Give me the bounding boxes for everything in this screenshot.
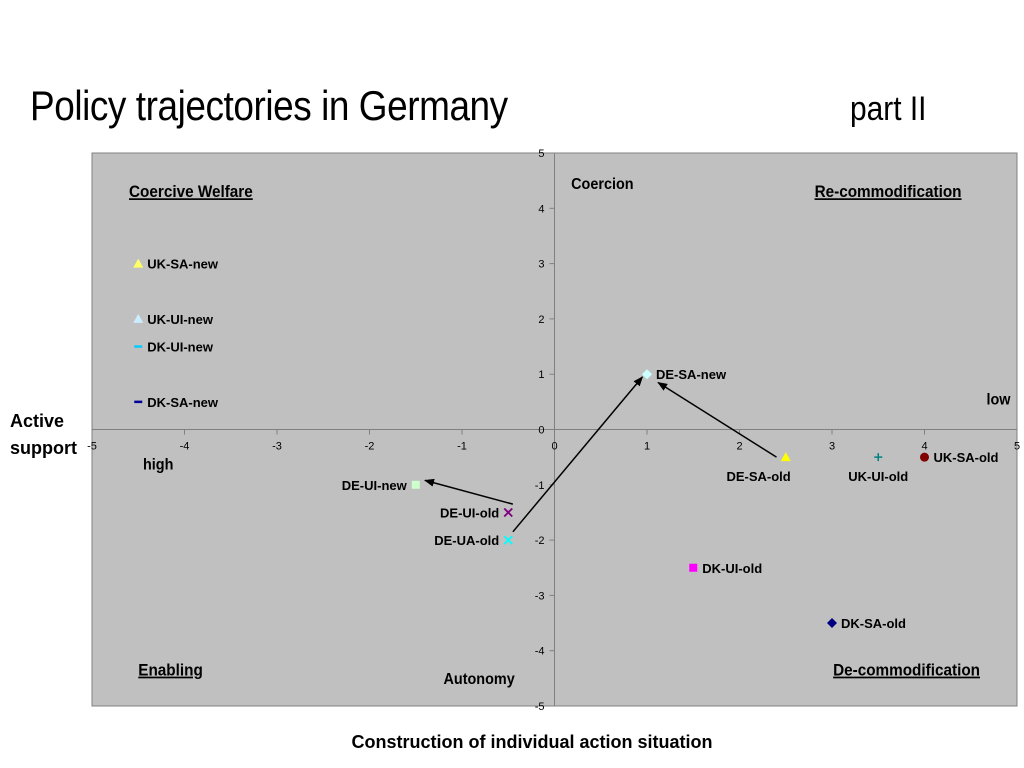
data-label: DE-SA-new [656,367,727,382]
y-tick-label: -1 [535,480,545,492]
x-tick-label: -3 [272,441,282,453]
data-point [503,507,513,518]
data-point [411,480,420,489]
data-label: UK-SA-old [934,450,999,465]
x-tick-label: -2 [365,441,375,453]
data-point [874,453,883,462]
y-tick-label: -3 [535,590,545,602]
data-label: DK-UI-old [702,561,762,576]
data-label: DE-UA-old [434,533,499,548]
y-axis-side-label: Active support [10,408,77,462]
data-point [133,258,144,268]
y-tick-label: -2 [535,535,545,547]
data-point [827,618,837,629]
y-tick-label: 2 [538,314,544,326]
x-tick-label: -5 [87,441,97,453]
data-point [642,369,652,380]
y-tick-label: 1 [538,369,544,381]
data-label: UK-UI-new [147,312,214,327]
data-label: DK-UI-new [147,340,214,355]
quadrant-title: Enabling [138,661,203,680]
trajectory-arrow [512,376,644,533]
axis-annotation: low [987,391,1011,409]
axis-annotation: Autonomy [444,670,516,688]
trajectory-arrow [657,381,777,458]
y-axis-side-label-line1: Active [10,411,65,431]
quadrant-title: De-commodification [833,661,980,680]
data-label: UK-UI-old [848,469,908,484]
data-point [503,535,513,545]
axis-annotation: Coercion [571,175,633,193]
data-point [920,452,929,462]
x-tick-label: 1 [644,441,650,453]
x-tick-label: -1 [457,441,467,453]
y-tick-label: 3 [538,259,544,271]
x-tick-label: 5 [1014,441,1020,453]
data-label: DK-SA-new [147,395,219,410]
slide-subtitle: part II [850,90,927,128]
quadrant-title: Re-commodification [815,183,962,202]
x-tick-label: 2 [736,441,742,453]
data-point [780,452,791,462]
y-tick-label: -5 [535,701,545,713]
y-axis-side-label-line2: support [10,438,77,458]
data-label: DK-SA-old [841,616,906,631]
data-label: DE-UI-new [342,478,408,493]
quadrant-title: Coercive Welfare [129,183,253,202]
y-tick-label: 5 [538,148,544,160]
x-tick-label: 0 [551,441,557,453]
trajectory-arrow [424,478,514,505]
y-tick-label: -4 [535,646,545,658]
x-tick-label: -4 [180,441,190,453]
y-tick-label: 0 [538,425,544,437]
data-label: DE-UI-old [440,505,499,520]
data-label: UK-SA-new [147,257,219,272]
x-axis-caption: Construction of individual action situat… [351,732,713,752]
x-tick-label: 3 [829,441,835,453]
y-tick-label: 4 [538,203,544,215]
x-tick-label: 4 [921,441,927,453]
axis-annotation: high [143,456,173,474]
slide-title: Policy trajectories in Germany [30,82,508,129]
data-point [689,563,698,572]
data-label: DE-SA-old [726,469,790,484]
data-point [133,313,144,323]
